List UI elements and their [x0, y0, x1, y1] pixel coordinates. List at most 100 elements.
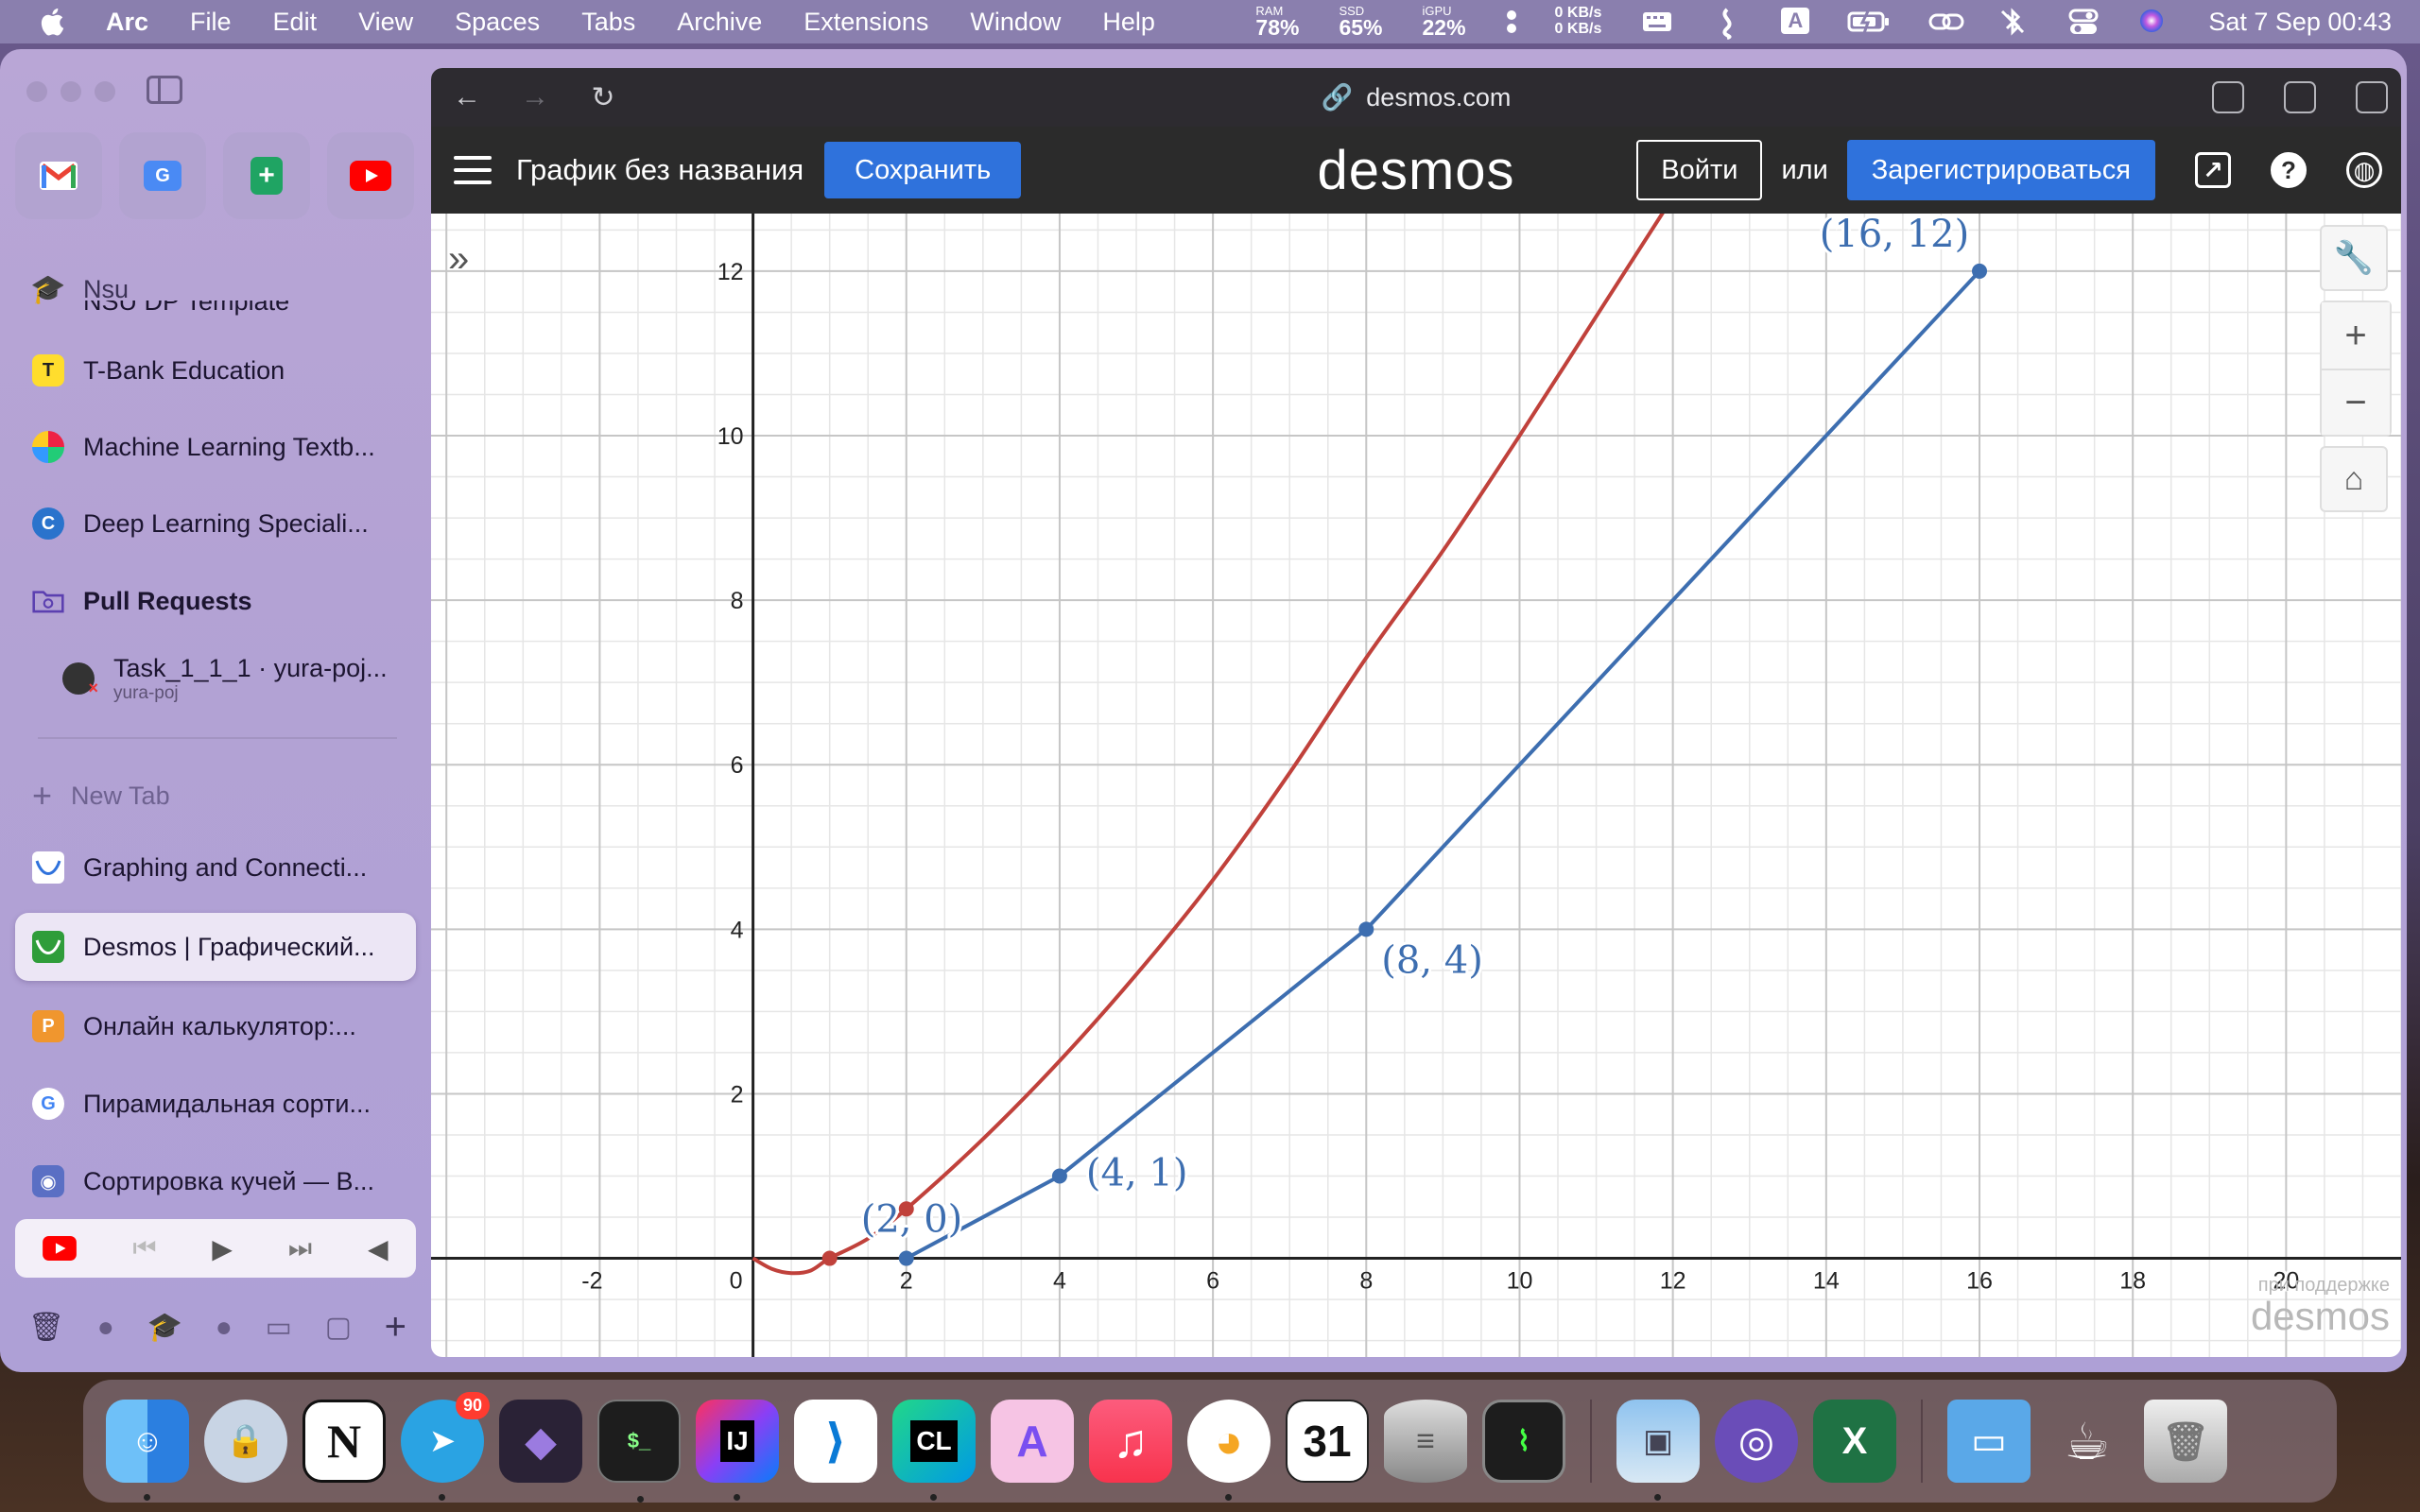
site-settings-icon[interactable]: [2284, 81, 2316, 113]
dots-vertical-icon[interactable]: [1506, 8, 1517, 36]
input-source-icon[interactable]: A: [1781, 8, 1810, 36]
reload-icon[interactable]: ↻: [591, 81, 615, 113]
dock-clion[interactable]: CL: [892, 1400, 976, 1501]
bluetooth-off-icon[interactable]: [1998, 8, 2031, 36]
chain-knot-icon[interactable]: [1711, 8, 1743, 40]
space-turtle-icon[interactable]: ●: [96, 1311, 114, 1343]
menu-edit[interactable]: Edit: [272, 7, 318, 36]
back-arrow-icon[interactable]: ←: [453, 81, 481, 112]
dock-excel[interactable]: X: [1813, 1400, 1896, 1483]
next-track-icon[interactable]: ⏭: [287, 1232, 313, 1263]
graph-area[interactable]: 0 -2 2 4 6 8 10 12 14 16 18 20 2 4 6 8 10 12 (2, 0) (4, 1)…: [431, 196, 2401, 1357]
tab-graphing[interactable]: Graphing and Connecti...: [15, 833, 416, 902]
close-window-button[interactable]: [26, 81, 47, 102]
zoom-window-button[interactable]: [95, 81, 115, 102]
pinned-tab-deep-learning[interactable]: C Deep Learning Speciali...: [15, 490, 416, 558]
forward-arrow-icon[interactable]: →: [521, 81, 549, 112]
space-robot-icon[interactable]: ●: [215, 1311, 233, 1343]
menu-help[interactable]: Help: [1102, 7, 1155, 36]
add-space-icon[interactable]: +: [384, 1306, 406, 1348]
menu-spaces[interactable]: Spaces: [455, 7, 541, 36]
dock-activity-monitor[interactable]: ⌇: [1482, 1400, 1565, 1483]
link-icon[interactable]: [1928, 8, 1964, 36]
login-button[interactable]: Войти: [1636, 140, 1763, 200]
control-center-icon[interactable]: [2068, 8, 2100, 36]
menu-view[interactable]: View: [358, 7, 414, 36]
globe-icon[interactable]: ◍: [2346, 152, 2382, 188]
battery-icon[interactable]: [1847, 8, 1891, 36]
apple-icon[interactable]: [38, 6, 70, 38]
pinned-folder-pull-requests[interactable]: Pull Requests: [15, 567, 416, 635]
split-view-icon[interactable]: [2356, 81, 2388, 113]
dock-database[interactable]: ≡: [1384, 1400, 1467, 1483]
menu-app-name[interactable]: Arc: [106, 7, 149, 36]
space-box-icon[interactable]: ▢: [324, 1312, 352, 1343]
space-cap-icon[interactable]: 🎓: [147, 1312, 182, 1343]
share-icon[interactable]: ↗: [2195, 152, 2231, 188]
register-button[interactable]: Зарегистрироваться: [1846, 140, 2155, 200]
dock-calendar[interactable]: 31: [1286, 1400, 1369, 1483]
pinned-tab-tbank[interactable]: T T-Bank Education: [15, 336, 416, 404]
help-icon[interactable]: ?: [2271, 152, 2307, 188]
favorite-translate[interactable]: G: [119, 132, 206, 219]
tab-online-calculator[interactable]: P Онлайн калькулятор:...: [15, 992, 416, 1060]
menu-tabs[interactable]: Tabs: [581, 7, 636, 36]
menu-extensions[interactable]: Extensions: [804, 7, 929, 36]
dock-obsidian[interactable]: ◆: [499, 1400, 582, 1483]
dock-downloads[interactable]: ▭: [1947, 1400, 2031, 1483]
tab-heap-sort-wiki[interactable]: ◉ Сортировка кучей — В...: [15, 1147, 416, 1215]
zoom-in-icon[interactable]: +: [2322, 302, 2390, 369]
dock-qbittorrent[interactable]: ◎: [1715, 1400, 1798, 1483]
menu-icon[interactable]: [454, 156, 492, 184]
sidebar-toggle-icon[interactable]: [147, 76, 182, 104]
favorite-gmail[interactable]: [15, 132, 102, 219]
zoom-out-icon[interactable]: −: [2322, 369, 2390, 435]
dock-intellij[interactable]: IJ: [696, 1400, 779, 1501]
archive-icon[interactable]: 🗑: [28, 1312, 65, 1343]
pull-request-tab[interactable]: × Task_1_1_1 · yura-poj... yura-poj: [62, 641, 412, 716]
minimize-window-button[interactable]: [60, 81, 81, 102]
dock-yandex-music[interactable]: ◕: [1187, 1400, 1270, 1501]
network-stat[interactable]: 0 KB/s 0 KB/s: [1555, 5, 1602, 38]
ssd-stat[interactable]: SSD 65%: [1339, 5, 1382, 39]
space-flag-icon[interactable]: ▭: [265, 1312, 292, 1343]
youtube-icon[interactable]: [43, 1236, 78, 1261]
pinned-partial-tab[interactable]: NSU DP Template: [15, 301, 416, 325]
previous-track-icon[interactable]: ⏮: [132, 1232, 157, 1263]
menu-archive[interactable]: Archive: [677, 7, 763, 36]
favorite-youtube[interactable]: [327, 132, 414, 219]
menu-window[interactable]: Window: [970, 7, 1062, 36]
home-icon[interactable]: ⌂: [2320, 446, 2388, 512]
play-icon[interactable]: ▶: [212, 1233, 233, 1263]
ram-stat[interactable]: RAM 78%: [1255, 5, 1299, 39]
dock-trash[interactable]: 🗑: [2144, 1400, 2227, 1483]
tab-desmos-active[interactable]: Desmos | Графический...: [15, 913, 416, 981]
dock-vscode[interactable]: ⟩: [794, 1400, 877, 1483]
tab-heap-sort-google[interactable]: G Пирамидальная сорти...: [15, 1070, 416, 1138]
dock-finder[interactable]: ☺: [106, 1400, 189, 1501]
save-button[interactable]: Сохранить: [824, 142, 1022, 198]
dock-coffee[interactable]: ☕: [2046, 1400, 2129, 1483]
pinned-folder-nsu[interactable]: 🎓 Nsu: [15, 268, 416, 310]
translate-page-icon[interactable]: [2212, 81, 2244, 113]
dock-music[interactable]: ♫: [1089, 1400, 1172, 1483]
graph-canvas[interactable]: 0 -2 2 4 6 8 10 12 14 16 18 20 2 4 6 8 10 12 (2, 0) (4, 1)…: [431, 196, 2401, 1357]
speaker-icon[interactable]: ◀: [367, 1233, 389, 1263]
clock[interactable]: Sat 7 Sep 00:43: [2208, 7, 2392, 36]
pinned-tab-ml-textbook[interactable]: Machine Learning Textb...: [15, 413, 416, 481]
new-tab-button[interactable]: + New Tab: [32, 776, 170, 816]
dock-terminal[interactable]: $_: [597, 1400, 681, 1503]
favorite-sheets[interactable]: +: [223, 132, 310, 219]
url-display[interactable]: 🔗 desmos.com: [431, 82, 2401, 112]
dock-notion[interactable]: N: [302, 1400, 386, 1483]
expand-list-icon[interactable]: »: [448, 238, 470, 280]
dock-keychain[interactable]: 🔒: [204, 1400, 287, 1483]
menu-file[interactable]: File: [190, 7, 232, 36]
siri-icon[interactable]: [2138, 8, 2165, 36]
gpu-stat[interactable]: iGPU 22%: [1423, 5, 1466, 39]
keyboard-icon[interactable]: [1641, 8, 1673, 36]
dock-telegram[interactable]: ➤ 90: [401, 1392, 490, 1501]
dock-preview[interactable]: ▣: [1616, 1400, 1700, 1501]
wrench-settings-icon[interactable]: 🔧: [2320, 225, 2388, 291]
dock-affinity[interactable]: A: [991, 1400, 1074, 1483]
